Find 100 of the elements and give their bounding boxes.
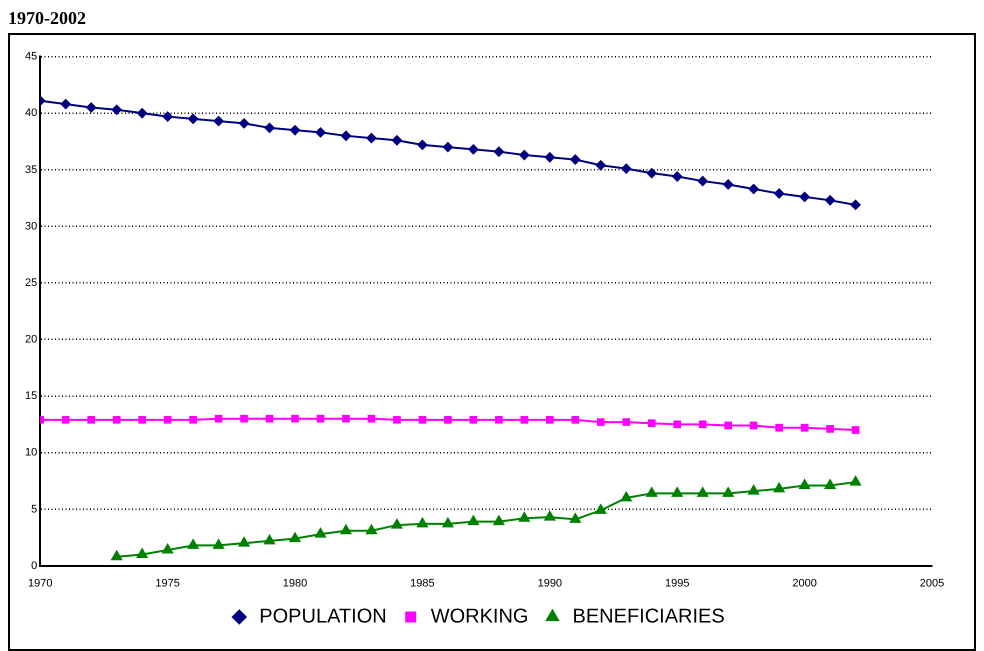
- point: [852, 426, 860, 434]
- legend-label: POPULATION: [259, 606, 387, 628]
- point: [494, 516, 504, 526]
- point: [188, 114, 198, 124]
- point: [470, 416, 478, 424]
- point: [290, 532, 300, 542]
- x-tick-label: 1980: [282, 577, 308, 590]
- point: [648, 419, 656, 428]
- point: [417, 140, 428, 150]
- point: [724, 422, 732, 430]
- y-tick-label: 40: [24, 107, 38, 120]
- point: [774, 482, 784, 492]
- point: [826, 425, 834, 433]
- point: [393, 416, 401, 424]
- point: [111, 550, 122, 560]
- point: [596, 160, 606, 170]
- x-tick-label: 2000: [792, 577, 817, 590]
- point: [595, 504, 606, 514]
- point: [494, 146, 504, 157]
- point: [468, 144, 478, 154]
- point: [621, 164, 632, 174]
- point: [799, 479, 810, 489]
- y-tick-label: 25: [24, 276, 38, 289]
- point: [366, 524, 377, 534]
- point: [672, 487, 683, 497]
- point: [519, 150, 530, 160]
- point: [442, 518, 454, 528]
- point: [112, 104, 122, 115]
- point: [264, 534, 275, 544]
- point: [392, 135, 402, 146]
- point: [850, 476, 861, 486]
- point: [417, 518, 428, 528]
- point: [468, 516, 479, 526]
- point: [316, 127, 326, 138]
- point: [238, 537, 250, 547]
- point: [774, 188, 784, 199]
- point: [62, 416, 70, 424]
- point: [264, 122, 275, 133]
- point: [800, 424, 808, 432]
- point: [622, 418, 630, 426]
- point: [112, 416, 120, 424]
- point: [698, 420, 707, 428]
- y-tick-label: 45: [24, 50, 38, 63]
- point: [136, 548, 148, 558]
- point: [366, 133, 376, 144]
- point: [646, 168, 657, 178]
- legend-label: BENEFICIARIES: [572, 606, 725, 628]
- point: [672, 172, 682, 182]
- point: [444, 416, 452, 424]
- y-tick-label: 15: [24, 390, 38, 402]
- y-tick-label: 0: [31, 560, 38, 572]
- point: [520, 416, 528, 424]
- point: [748, 485, 759, 495]
- point: [495, 416, 503, 424]
- y-tick-label: 10: [24, 446, 38, 459]
- point: [162, 112, 173, 122]
- y-tick-label: 30: [24, 220, 38, 232]
- point: [596, 418, 605, 426]
- x-tick-label: 1970: [28, 577, 52, 590]
- point: [214, 116, 224, 126]
- point: [290, 125, 300, 136]
- point: [722, 487, 734, 497]
- point: [418, 416, 426, 424]
- x-tick-label: 2005: [920, 577, 944, 590]
- point: [620, 492, 632, 502]
- point: [342, 414, 350, 423]
- point: [162, 544, 173, 554]
- y-tick-label: 35: [24, 164, 38, 176]
- point: [340, 524, 352, 534]
- legend-label: WORKING: [430, 606, 528, 628]
- point: [723, 179, 734, 190]
- point: [519, 512, 530, 522]
- point: [368, 414, 376, 423]
- point: [748, 184, 759, 194]
- point: [266, 414, 274, 423]
- point: [824, 479, 836, 489]
- y-tick-label: 5: [31, 503, 38, 516]
- point: [291, 414, 299, 423]
- point: [544, 511, 556, 521]
- x-tick-label: 1985: [410, 577, 435, 590]
- point: [164, 416, 172, 424]
- point: [442, 142, 453, 152]
- x-tick-label: 1995: [664, 577, 690, 590]
- point: [340, 130, 351, 141]
- point: [214, 414, 222, 423]
- point: [698, 176, 708, 186]
- point: [571, 416, 580, 424]
- point: [646, 487, 658, 497]
- point: [239, 118, 250, 128]
- point: [87, 416, 96, 424]
- point: [316, 414, 324, 423]
- point: [315, 528, 326, 538]
- point: [570, 513, 581, 523]
- point: [775, 424, 783, 432]
- point: [189, 416, 197, 424]
- point: [60, 99, 71, 110]
- y-tick-label: 20: [24, 334, 38, 346]
- point: [137, 108, 148, 118]
- x-tick-label: 1990: [538, 577, 562, 590]
- point: [673, 420, 682, 428]
